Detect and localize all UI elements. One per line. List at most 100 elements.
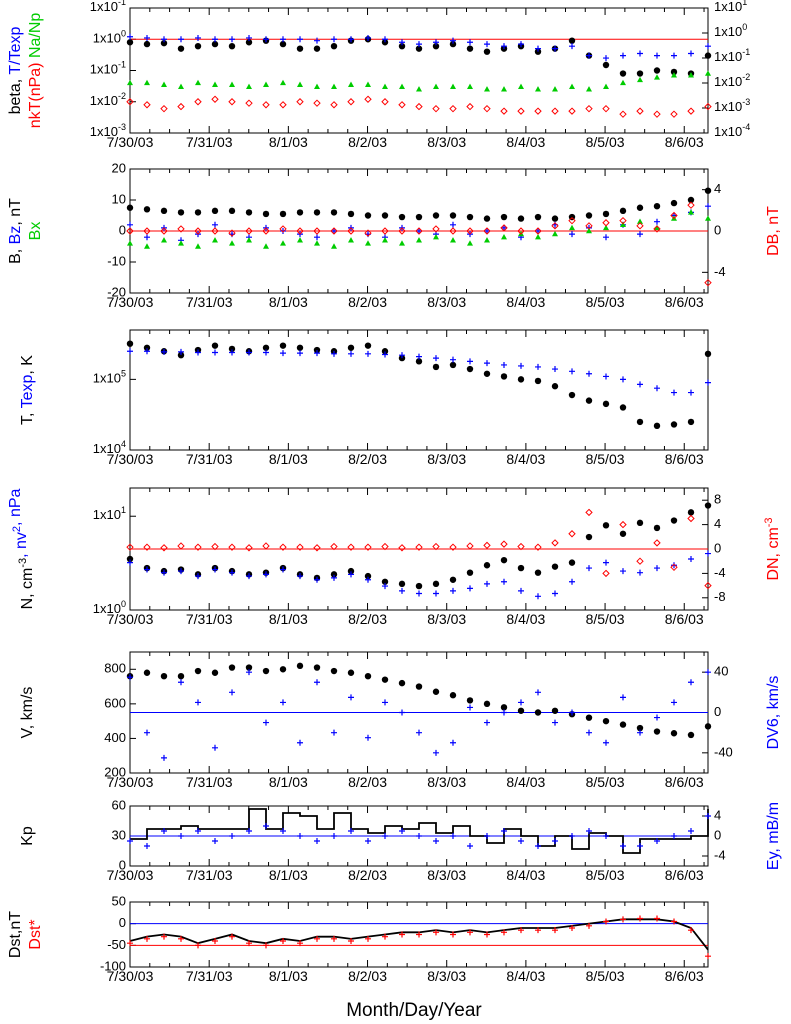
data-point-DN: [279, 543, 287, 551]
y-tick-label-left-base: 1x10: [93, 601, 121, 616]
data-point-nv2: [450, 587, 456, 594]
data-point-Bx: [195, 243, 201, 249]
data-point-DB: [279, 225, 287, 233]
data-point-Dst*: [178, 935, 184, 942]
data-point-V: [517, 707, 525, 714]
data-point-T/Texp: [297, 36, 303, 43]
y-tick-label-left: 1x105: [93, 369, 126, 386]
data-point-Dst*: [705, 953, 711, 960]
data-point-Dst*: [654, 915, 660, 922]
y-tick-label-left-exp: 0: [121, 29, 126, 39]
data-point-DV6: [518, 699, 524, 706]
data-point-beta: [126, 39, 134, 46]
data-point-beta: [704, 52, 712, 59]
data-point-Ey: [552, 838, 558, 844]
data-point-T: [687, 418, 695, 426]
data-point-Ey: [603, 833, 609, 839]
data-point-DN: [143, 543, 151, 551]
y-axis-label-left-B-part-1: Bz: [7, 226, 24, 245]
y-axis-label-left-V: V, km/s: [19, 687, 36, 739]
data-point-Bx: [382, 237, 388, 243]
data-point-DB: [245, 227, 253, 235]
data-point-Na/Np: [348, 81, 354, 87]
data-point-DB: [211, 227, 219, 235]
y-axis-label-left2-beta-part-1: Na/Np: [27, 13, 44, 63]
data-point-DN: [330, 542, 338, 551]
x-tick-label: 8/2/03: [348, 134, 387, 150]
data-point-V: [534, 709, 542, 716]
data-point-Ey: [246, 828, 252, 834]
data-point-Dst*: [637, 915, 643, 922]
data-point-Dst*: [161, 933, 167, 940]
data-point-Texp: [314, 350, 320, 357]
data-point-nkT(nPa): [245, 99, 253, 107]
x-tick-label: 7/31/03: [186, 867, 233, 883]
data-point-B: [704, 187, 712, 194]
data-point-B: [398, 213, 406, 221]
data-point-nv2: [535, 593, 541, 600]
data-point-Bx: [569, 224, 575, 231]
data-point-Dst*: [144, 935, 150, 942]
data-point-V: [636, 724, 644, 732]
data-point-nkT(nPa): [687, 107, 695, 115]
data-point-Na/Np: [671, 72, 677, 78]
data-point-Na/Np: [450, 83, 456, 90]
data-point-Bx: [399, 240, 405, 246]
data-point-beta: [177, 45, 185, 52]
data-point-nkT(nPa): [432, 104, 440, 113]
data-point-beta: [143, 40, 151, 48]
series-nkT(nPa): [126, 95, 712, 118]
data-point-Bx: [246, 237, 252, 243]
data-point-T: [432, 363, 440, 371]
y-axis-label-right-B: DB, nT: [765, 206, 782, 256]
data-point-Ey: [399, 828, 405, 834]
data-point-Na/Np: [331, 83, 337, 90]
data-point-DB: [381, 227, 389, 235]
data-point-nv2: [297, 573, 303, 580]
data-point-V: [466, 697, 474, 704]
data-point-Bx: [263, 243, 269, 249]
data-point-V: [602, 717, 610, 725]
data-point-Bx: [552, 230, 558, 237]
data-point-Dst*: [365, 935, 371, 942]
data-point-DB: [687, 201, 695, 209]
y-axis-label-left-B-part-0: B,: [7, 244, 24, 264]
data-point-Na/Np: [586, 86, 592, 92]
data-point-Dst*: [212, 938, 218, 944]
data-point-beta: [279, 40, 287, 48]
data-point-beta: [194, 42, 202, 50]
data-point-DN: [313, 544, 321, 552]
y-tick-label-left: 1x101: [93, 506, 126, 523]
data-point-B: [432, 212, 440, 219]
data-point-beta: [330, 42, 338, 50]
data-point-Ey: [518, 838, 524, 844]
y-axis-label-left-Kp: Kp: [19, 826, 36, 846]
data-point-DB: [534, 227, 542, 235]
data-point-V: [551, 707, 559, 714]
data-point-Texp: [127, 348, 133, 355]
data-point-N: [466, 569, 474, 576]
data-point-nv2: [467, 585, 473, 592]
data-point-nv2: [688, 555, 694, 562]
x-tick-label: 8/4/03: [506, 968, 545, 984]
data-point-Ey: [263, 823, 269, 829]
y-tick-label-left-exp: -1: [118, 0, 126, 7]
data-point-Dst*: [535, 927, 541, 934]
data-point-nkT(nPa): [211, 95, 219, 103]
data-point-Bz: [603, 234, 609, 241]
series-T/Texp: [127, 33, 711, 62]
x-tick-label: 7/31/03: [186, 968, 233, 984]
data-point-N: [415, 582, 423, 590]
data-point-beta: [398, 42, 406, 50]
data-point-V: [313, 664, 321, 671]
x-tick-label: 8/3/03: [427, 867, 466, 883]
y-axis-label-left-B: B, Bz, nT: [7, 198, 24, 264]
y-tick-label-right: 1x10-1: [714, 47, 750, 64]
y-tick-label-left: 30: [112, 827, 126, 842]
y-axis-label-left-T: T, Texp, K: [19, 355, 36, 425]
y-tick-label-right-base: 1x10: [714, 24, 742, 39]
data-point-nkT(nPa): [313, 99, 321, 107]
data-point-nv2: [620, 568, 626, 575]
data-point-B: [585, 212, 593, 219]
data-point-nv2: [705, 550, 711, 557]
